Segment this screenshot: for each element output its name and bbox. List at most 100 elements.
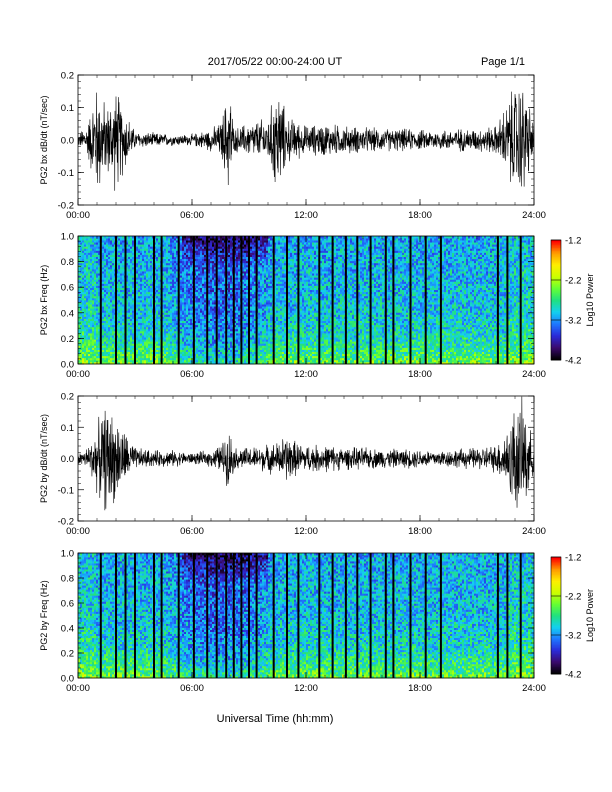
data-gap-line	[193, 553, 195, 678]
spectrogram	[78, 236, 534, 364]
data-gap-line	[240, 236, 242, 364]
y-tick-label: -0.1	[58, 168, 74, 179]
x-tick-label: 18:00	[408, 369, 432, 380]
data-gap-line	[100, 553, 102, 678]
colorbar: -1.2 -2.2 -3.2 -4.2 Log10 Power	[551, 236, 595, 367]
y-axis-label: PG2 bx Freq (Hz)	[39, 265, 49, 336]
data-gap-line	[370, 236, 372, 364]
data-gap-line	[392, 236, 394, 364]
data-gap-line	[161, 553, 163, 678]
colorbar: -1.2 -2.2 -3.2 -4.2 Log10 Power	[551, 553, 595, 681]
data-gap-line	[425, 236, 427, 364]
data-gap-line	[161, 236, 163, 364]
y-tick-label: 0.2	[61, 649, 74, 660]
data-gap-line	[125, 236, 127, 364]
y-tick-label: 0.2	[61, 392, 74, 403]
y-tick-label: 0.8	[61, 574, 74, 585]
data-gap-line	[216, 553, 218, 678]
data-gap-line	[497, 553, 499, 678]
data-gap-line	[248, 236, 250, 364]
colorbar-tick-label: -2.2	[565, 592, 581, 603]
colorbar-tick-label: -2.2	[565, 276, 581, 287]
data-gap-line	[256, 236, 258, 364]
data-gap-line	[193, 236, 195, 364]
panel-1: -0.2-0.10.00.10.200:00 06:00 12:00 18:00 24:…	[39, 71, 546, 222]
x-tick-label: 12:00	[294, 526, 318, 537]
x-tick-label: 24:00	[522, 526, 546, 537]
colorbar-tick-label: -4.2	[565, 356, 581, 367]
data-gap-line	[115, 236, 117, 364]
y-tick-label: 0.6	[61, 599, 74, 610]
colorbar-tick-label: -3.2	[565, 631, 581, 642]
x-tick-label: 06:00	[180, 210, 204, 221]
x-tick-label: 00:00	[66, 526, 90, 537]
data-gap-line	[206, 236, 208, 364]
data-gap-line	[392, 553, 394, 678]
colorbar-tick-label: -1.2	[565, 236, 581, 247]
data-gap-line	[225, 236, 227, 364]
x-tick-label: 06:00	[180, 526, 204, 537]
data-gap-line	[115, 553, 117, 678]
y-tick-label: 0.8	[61, 257, 74, 268]
data-gap-line	[248, 553, 250, 678]
data-gap-line	[385, 236, 387, 364]
page-title: 2017/05/22 00:00-24:00 UT	[208, 56, 343, 68]
x-tick-label: 18:00	[408, 683, 432, 694]
data-gap-line	[297, 553, 299, 678]
data-gap-line	[356, 553, 358, 678]
data-gap-line	[356, 236, 358, 364]
data-gap-line	[233, 236, 235, 364]
data-gap-line	[520, 236, 522, 364]
data-gap-line	[240, 553, 242, 678]
data-gap-line	[506, 236, 508, 364]
x-tick-label: 12:00	[294, 369, 318, 380]
x-tick-label: 12:00	[294, 210, 318, 221]
data-gap-line	[370, 553, 372, 678]
data-gap-line	[153, 236, 155, 364]
data-gap-line	[297, 236, 299, 364]
x-tick-label: 00:00	[66, 369, 90, 380]
x-tick-label: 18:00	[408, 526, 432, 537]
panel-3: -0.2-0.10.00.10.200:00 06:00 12:00 18:00 24:…	[39, 392, 546, 538]
colorbar-tick-label: -1.2	[565, 553, 581, 564]
y-axis-label: PG2 by dB/dt (nT/sec)	[39, 414, 49, 503]
series-line	[78, 92, 534, 191]
x-tick-label: 06:00	[180, 369, 204, 380]
data-gap-line	[134, 236, 136, 364]
data-gap-line	[318, 553, 320, 678]
figure: 2017/05/22 00:00-24:00 UT Page 1/1 -0.2-…	[0, 0, 612, 792]
data-gap-line	[385, 553, 387, 678]
colorbar-label: Log10 Power	[585, 589, 595, 642]
x-axis-label: Universal Time (hh:mm)	[217, 713, 334, 725]
data-gap-line	[332, 236, 334, 364]
y-axis-label: PG2 bx dB/dt (nT/sec)	[39, 95, 49, 184]
data-gap-line	[345, 236, 347, 364]
series-line	[78, 397, 534, 511]
x-tick-label: 24:00	[522, 210, 546, 221]
colorbar-tick-label: -3.2	[565, 316, 581, 327]
y-tick-label: 0.0	[61, 454, 74, 465]
colorbar-tick-label: -4.2	[565, 670, 581, 681]
data-gap-line	[273, 236, 275, 364]
y-tick-label: 0.1	[61, 103, 74, 114]
data-gap-line	[216, 236, 218, 364]
y-tick-label: 0.2	[61, 334, 74, 345]
data-gap-line	[233, 553, 235, 678]
x-tick-label: 18:00	[408, 210, 432, 221]
data-gap-line	[520, 553, 522, 678]
y-tick-label: 0.6	[61, 283, 74, 294]
data-gap-line	[256, 553, 258, 678]
y-tick-label: 0.1	[61, 423, 74, 434]
y-tick-label: 0.0	[61, 136, 74, 147]
data-gap-line	[497, 236, 499, 364]
y-axis-label: PG2 by Freq (Hz)	[39, 580, 49, 651]
data-gap-line	[225, 553, 227, 678]
y-tick-label: 1.0	[61, 232, 74, 243]
data-gap-line	[206, 553, 208, 678]
data-gap-line	[100, 236, 102, 364]
colorbar-label: Log10 Power	[585, 273, 595, 326]
x-tick-label: 00:00	[66, 210, 90, 221]
data-gap-line	[410, 553, 412, 678]
